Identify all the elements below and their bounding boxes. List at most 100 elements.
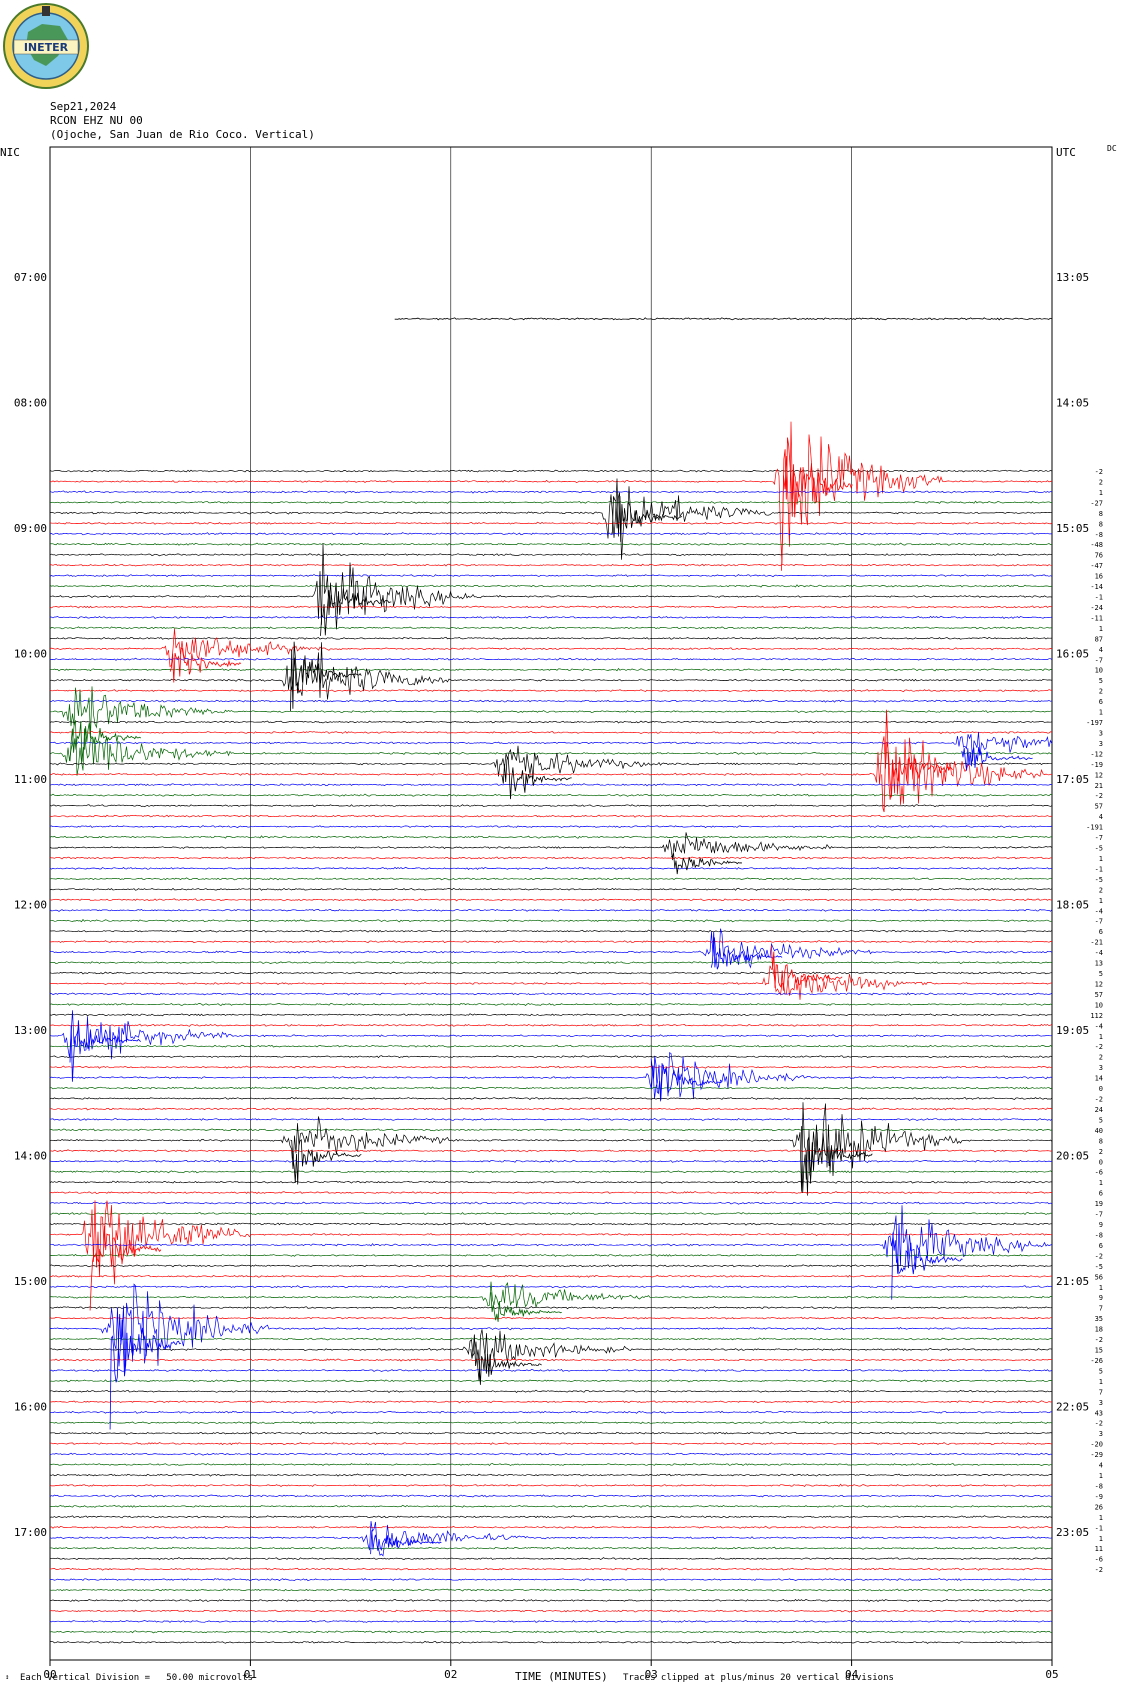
trace-line [49, 1521, 1053, 1557]
trace-line [49, 553, 1053, 557]
dc-offset-label: -197 [1086, 719, 1103, 727]
dc-offset-label: 5 [1099, 970, 1103, 978]
dc-offset-label: 6 [1099, 1190, 1103, 1198]
trace-line [49, 500, 1053, 504]
trace-line [49, 1609, 1053, 1613]
left-axis-label: NIC [0, 146, 20, 159]
trace-line [49, 783, 1053, 787]
trace-line [49, 574, 1053, 578]
event-mark [961, 747, 1033, 771]
trace-line [50, 1640, 1053, 1644]
trace-line [50, 478, 1053, 560]
event-mark [290, 1139, 362, 1185]
trace-line [49, 720, 1053, 724]
station-location: (Ojoche, San Juan de Rio Coco. Vertical) [50, 128, 315, 141]
left-time-label: 07:00 [14, 271, 47, 284]
trace-line [49, 1107, 1053, 1111]
dc-offset-label: 2 [1099, 1148, 1103, 1156]
dc-offset-label: -9 [1095, 1493, 1103, 1501]
trace-line [49, 793, 1053, 797]
trace-line [49, 1379, 1053, 1383]
event-mark [169, 646, 242, 683]
dc-offset-label: -2 [1095, 1043, 1103, 1051]
trace-line [49, 856, 1053, 860]
dc-offset-label: 1 [1099, 709, 1103, 717]
trace-line [49, 866, 1053, 870]
x-tick-label: 00 [43, 1668, 56, 1681]
dc-offset-label: 40 [1095, 1127, 1103, 1135]
trace-line [49, 1358, 1053, 1362]
dc-offset-label: 5 [1099, 1116, 1103, 1124]
dc-offset-label: -2 [1095, 1336, 1103, 1344]
dc-offset-label: -12 [1090, 750, 1103, 758]
dc-offset-label: -7 [1095, 1211, 1103, 1219]
right-time-label: 19:05 [1056, 1024, 1089, 1037]
left-time-label: 16:00 [14, 1401, 47, 1414]
event-mark [370, 1530, 442, 1555]
event-mark [881, 709, 953, 813]
trace-line [49, 1052, 1053, 1102]
left-time-label: 14:00 [14, 1150, 47, 1163]
dc-offset-label: 6 [1099, 1242, 1103, 1250]
trace-line [49, 1285, 1053, 1289]
trace-line [394, 317, 1052, 321]
trace-line [49, 1431, 1053, 1435]
trace-line [49, 1588, 1053, 1592]
trace-line [49, 992, 1053, 996]
dc-offset-label: 2 [1099, 688, 1103, 696]
trace-line [49, 1578, 1053, 1582]
trace-line [50, 686, 1053, 738]
trace-line [49, 1389, 1053, 1393]
dc-offset-label: -20 [1090, 1441, 1103, 1449]
trace-line [49, 1044, 1053, 1048]
dc-offset-label: 3 [1099, 729, 1103, 737]
trace-line [49, 1442, 1053, 1446]
dc-offset-label: -2 [1095, 1566, 1103, 1574]
trace-line [49, 898, 1053, 902]
dc-offset-label: 0 [1099, 1158, 1103, 1166]
trace-line [49, 730, 1053, 735]
right-time-label: 16:05 [1056, 648, 1089, 661]
dc-offset-label: -7 [1095, 656, 1103, 664]
right-time-label: 17:05 [1056, 773, 1089, 786]
dc-offset-label: 1 [1099, 897, 1103, 905]
event-mark [109, 1313, 182, 1430]
right-time-label: 22:05 [1056, 1401, 1089, 1414]
trace-line [49, 628, 1053, 668]
plot-date: Sep21,2024 [50, 100, 117, 113]
dc-offset-label: 87 [1095, 635, 1103, 643]
dc-offset-label: 57 [1095, 803, 1103, 811]
trace-line [49, 825, 1053, 829]
dc-offset-label: 1 [1099, 489, 1103, 497]
dc-offset-label: 13 [1095, 960, 1103, 968]
trace-line [49, 1200, 1053, 1285]
dc-offset-label: -8 [1095, 1482, 1103, 1490]
dc-offset-label: 8 [1099, 1137, 1103, 1145]
trace-line [50, 940, 1053, 944]
dc-offset-label: -24 [1090, 604, 1103, 612]
station-code: RCON EHZ NU 00 [50, 114, 143, 127]
trace-line [49, 1368, 1053, 1372]
dc-offset-label: 8 [1099, 520, 1103, 528]
trace-line [49, 928, 1053, 969]
trace-line [49, 1283, 1052, 1371]
dc-offset-label: -4 [1095, 1022, 1103, 1030]
x-tick-label: 03 [645, 1668, 658, 1681]
dc-offset-label: -2 [1095, 468, 1103, 476]
trace-line [49, 584, 1053, 588]
trace-line [49, 1149, 1053, 1153]
trace-line [49, 1065, 1053, 1069]
dc-offset-label: 2 [1099, 1054, 1103, 1062]
trace-line [49, 961, 1053, 964]
dc-offset-label: -48 [1090, 541, 1103, 549]
dc-offset-label: 5 [1099, 1367, 1103, 1375]
trace-line [49, 1546, 1052, 1550]
trace-line [49, 1525, 1053, 1529]
trace-line [49, 657, 1053, 661]
dc-offset-label: 1 [1099, 1378, 1103, 1386]
svg-text:INETER: INETER [24, 41, 69, 54]
dc-offset-label: 21 [1095, 782, 1103, 790]
dc-offset-label: -6 [1095, 1556, 1103, 1564]
trace-line [49, 1630, 1053, 1634]
plot-frame: NIC UTC DC07:0008:0009:0010:0011:0012:0013… [0, 144, 1117, 1681]
